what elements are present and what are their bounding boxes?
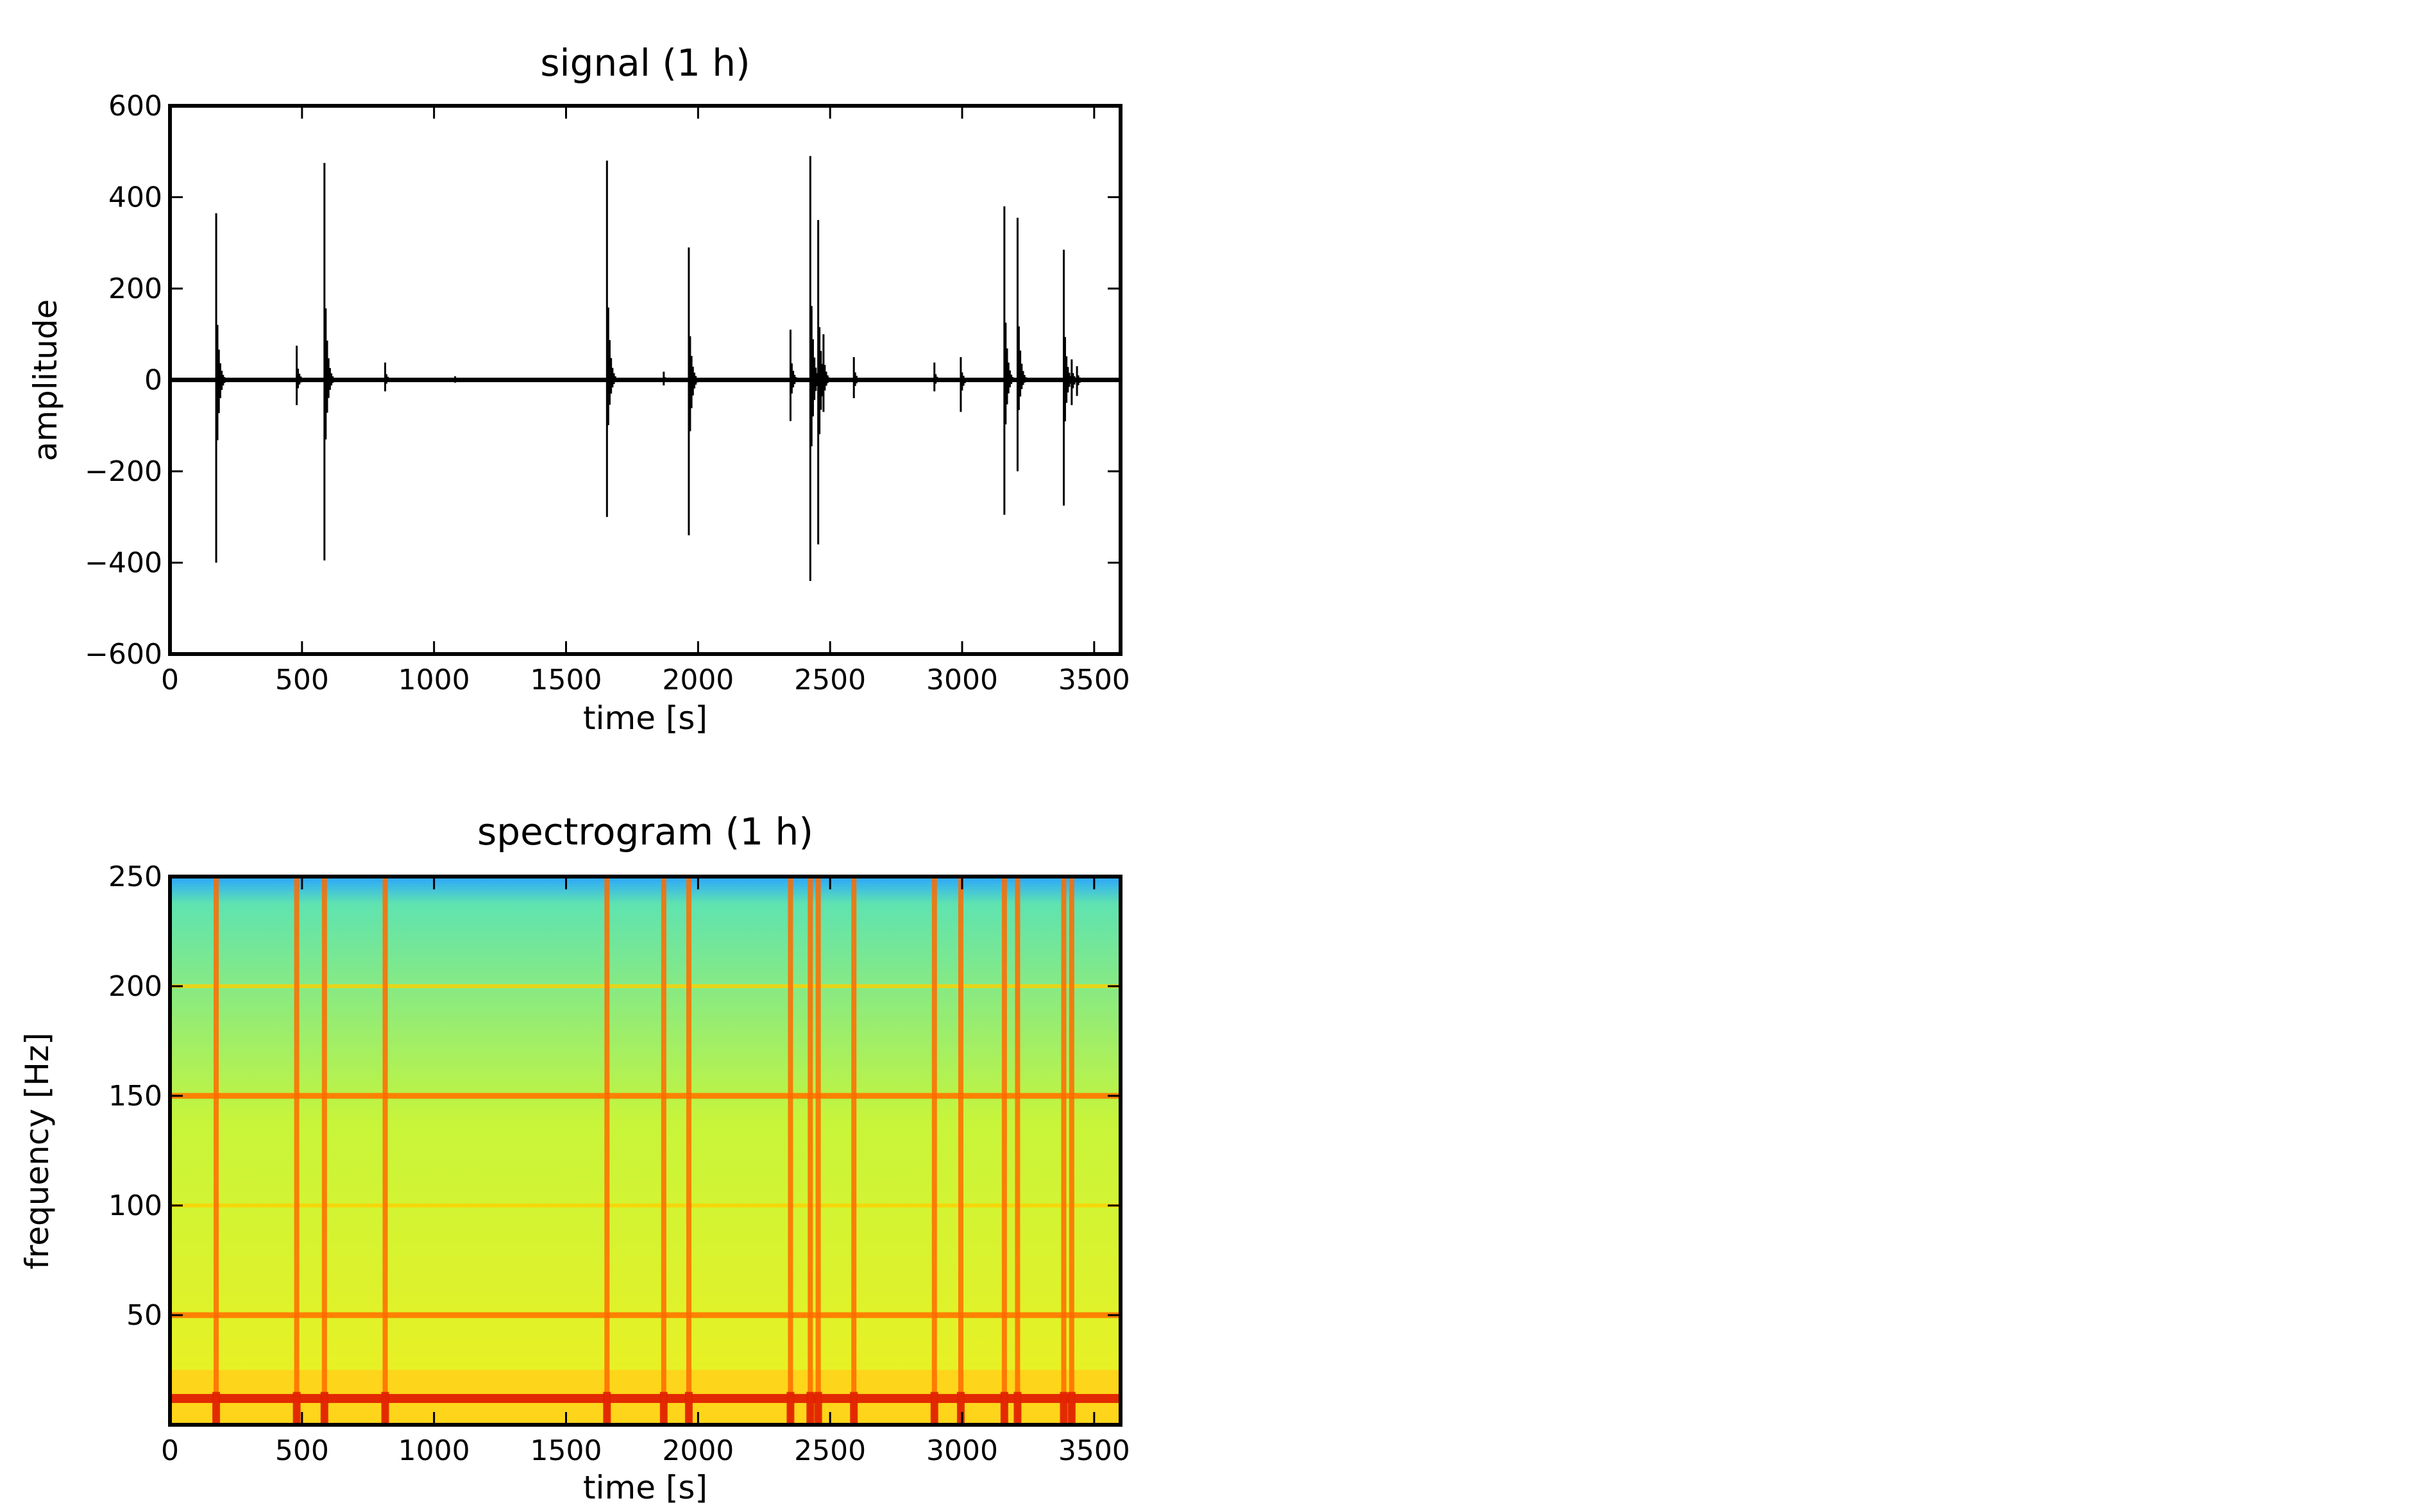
spectrogram-background <box>170 877 1121 1425</box>
spectrogram-event-line <box>931 877 937 1425</box>
spectrogram-event-base <box>786 1391 795 1425</box>
signal-panel: signal (1 h) 0 500 1000 1500 2000 2500 3000 350… <box>27 41 1130 737</box>
spectrogram-x-tick-label: 500 <box>275 1434 329 1467</box>
spectrogram-event-line <box>321 877 327 1425</box>
spectrogram-event-line <box>808 877 813 1425</box>
signal-x-tick-label: 2000 <box>662 664 734 696</box>
signal-x-tick-label: 0 <box>161 664 179 696</box>
spectrogram-event-base <box>1067 1391 1076 1425</box>
spectrogram-y-tick-label: 50 <box>126 1299 162 1332</box>
spectrogram-event-line <box>214 877 219 1425</box>
signal-x-ticks: 0 500 1000 1500 2000 2500 3000 3500 <box>161 106 1130 696</box>
spectrogram-ylabel: frequency [Hz] <box>19 1032 56 1270</box>
spectrogram-y-tick-label: 150 <box>108 1080 162 1113</box>
spectrogram-event-line <box>851 877 857 1425</box>
spectrogram-event-base <box>806 1391 815 1425</box>
signal-x-tick-label: 1500 <box>530 664 602 696</box>
signal-y-tick-label: 600 <box>108 90 162 122</box>
signal-x-tick-label: 3000 <box>926 664 998 696</box>
spectrogram-event-line <box>1061 877 1067 1425</box>
spectrogram-event-base <box>603 1391 611 1425</box>
spectrogram-plot-area <box>170 877 1121 1425</box>
spectrogram-y-tick-label: 250 <box>108 861 162 893</box>
signal-x-tick-label: 3500 <box>1058 664 1130 696</box>
spectrogram-event-line <box>382 877 388 1425</box>
spectrogram-x-ticks: 0 500 1000 1500 2000 2500 3000 3500 <box>161 877 1130 1467</box>
signal-ylabel: amplitude <box>27 299 64 462</box>
signal-y-tick-label: −600 <box>85 638 162 671</box>
spectrogram-x-tick-label: 1500 <box>530 1434 602 1467</box>
spectrogram-xlabel: time [s] <box>583 1469 707 1506</box>
spectrogram-x-tick-label: 3500 <box>1058 1434 1130 1467</box>
spectrogram-event-line <box>686 877 691 1425</box>
spectrogram-event-base <box>320 1391 328 1425</box>
signal-title: signal (1 h) <box>540 41 750 85</box>
spectrogram-x-tick-label: 2500 <box>794 1434 866 1467</box>
spectrogram-x-tick-label: 1000 <box>398 1434 470 1467</box>
spectrogram-event-line <box>1001 877 1007 1425</box>
spectrogram-event-line <box>294 877 300 1425</box>
signal-x-tick-label: 2500 <box>794 664 866 696</box>
spectrogram-event-base <box>850 1391 858 1425</box>
spectrogram-x-tick-label: 0 <box>161 1434 179 1467</box>
spectrogram-event-base <box>1060 1391 1068 1425</box>
spectrogram-event-line <box>815 877 821 1425</box>
spectrogram-event-base <box>292 1391 301 1425</box>
spectrogram-event-line <box>958 877 963 1425</box>
signal-y-tick-label: −200 <box>85 455 162 488</box>
spectrogram-frequency-band <box>170 1093 1121 1099</box>
spectrogram-event-base <box>1000 1391 1008 1425</box>
spectrogram-y-tick-label: 100 <box>108 1189 162 1222</box>
signal-x-tick-label: 500 <box>275 664 329 696</box>
spectrogram-frequency-band <box>170 1312 1121 1318</box>
signal-plot-area <box>170 156 1121 581</box>
spectrogram-frequency-band <box>170 1204 1121 1207</box>
spectrogram-frequency-band <box>170 1393 1121 1403</box>
spectrogram-event-base <box>1013 1391 1022 1425</box>
signal-xlabel: time [s] <box>583 700 707 737</box>
spectrogram-x-tick-label: 2000 <box>662 1434 734 1467</box>
spectrogram-event-base <box>381 1391 389 1425</box>
spectrogram-event-base <box>930 1391 938 1425</box>
spectrogram-event-line <box>604 877 610 1425</box>
spectrogram-event-base <box>814 1391 822 1425</box>
spectrogram-panel: spectrogram (1 h) 0 500 1000 1500 2000 2500 30… <box>19 810 1130 1506</box>
spectrogram-event-base <box>212 1391 221 1425</box>
spectrogram-title: spectrogram (1 h) <box>477 810 813 853</box>
spectrogram-event-line <box>788 877 793 1425</box>
signal-y-tick-label: 200 <box>108 273 162 305</box>
spectrogram-event-line <box>1015 877 1020 1425</box>
spectrogram-event-base <box>684 1391 693 1425</box>
spectrogram-event-base <box>659 1391 668 1425</box>
spectrogram-event-line <box>661 877 666 1425</box>
signal-y-tick-label: −400 <box>85 547 162 580</box>
spectrogram-frequency-band <box>170 984 1121 988</box>
spectrogram-event-base <box>956 1391 965 1425</box>
spectrogram-x-tick-label: 3000 <box>926 1434 998 1467</box>
spectrogram-event-line <box>1069 877 1074 1425</box>
spectrogram-y-tick-label: 200 <box>108 970 162 1003</box>
signal-y-ticks: 600 400 200 0 −200 −400 −600 <box>85 90 1121 671</box>
spectrogram-axes-frame <box>168 875 1122 1427</box>
signal-y-tick-label: 400 <box>108 181 162 214</box>
signal-y-tick-label: 0 <box>144 364 162 397</box>
signal-x-tick-label: 1000 <box>398 664 470 696</box>
spectrogram-y-ticks: 250 200 150 100 50 <box>108 861 1121 1332</box>
